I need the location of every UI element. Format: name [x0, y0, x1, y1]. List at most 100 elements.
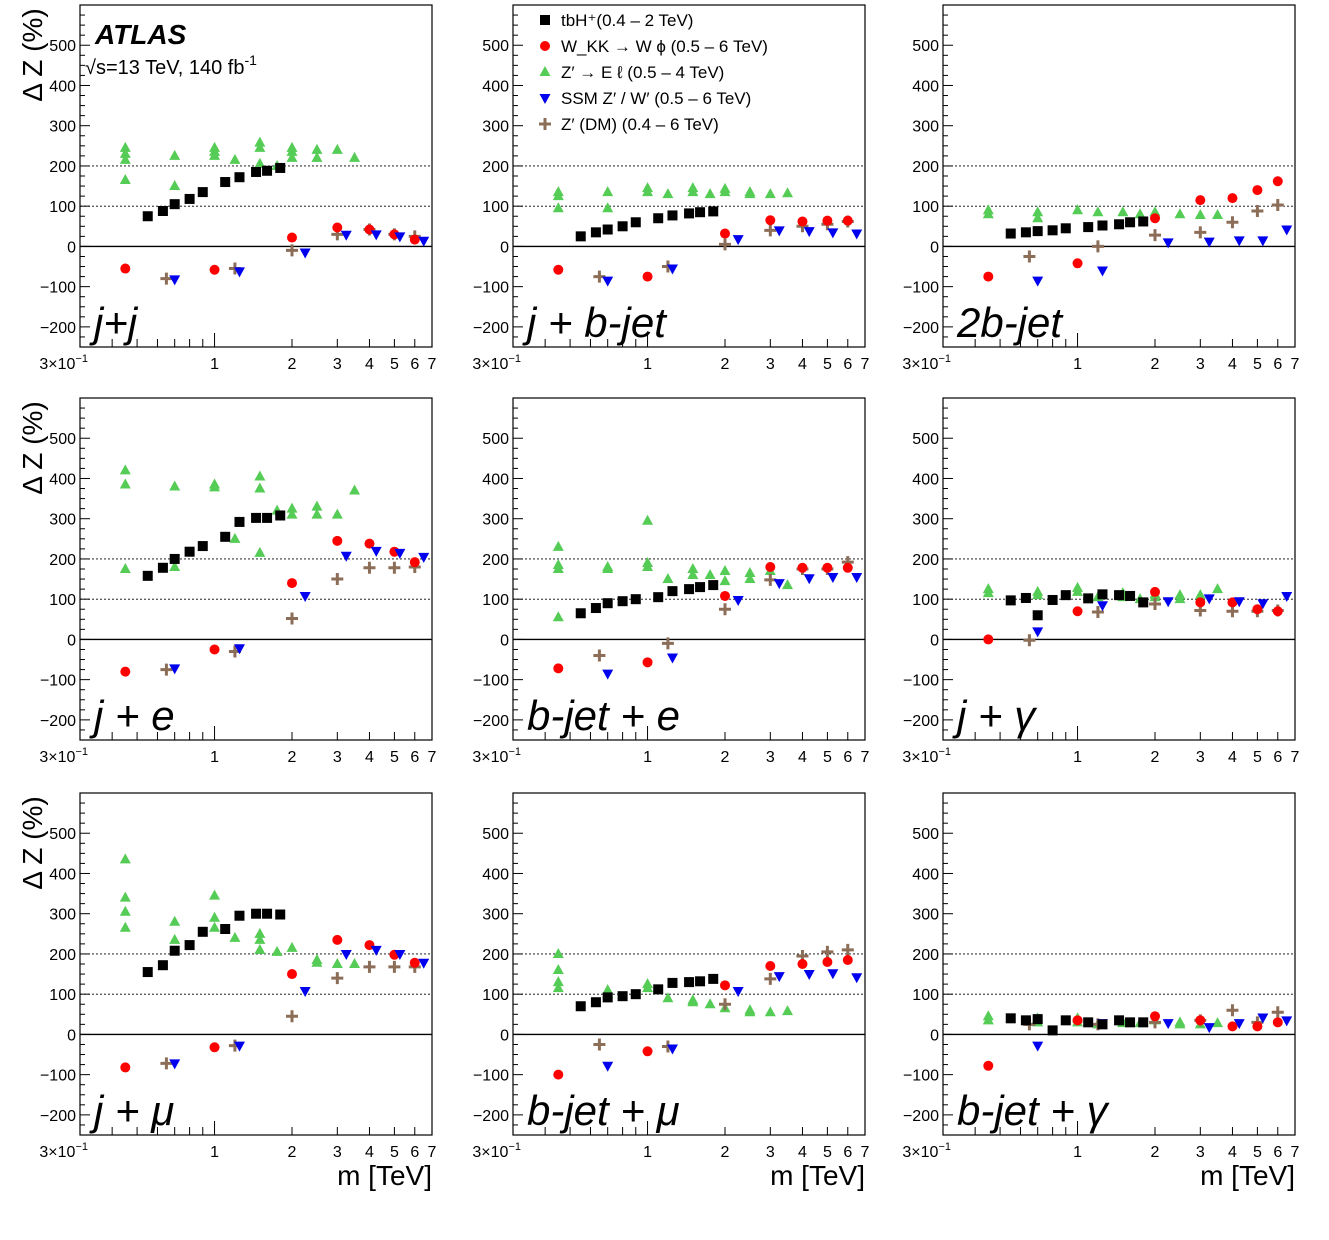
data-point-ze [209, 481, 221, 492]
data-point-dm [1023, 634, 1036, 647]
data-point-ze [349, 484, 361, 495]
channel-label: j + γ [952, 692, 1037, 739]
data-point-dm [388, 561, 401, 574]
data-point-ssm [803, 574, 815, 585]
data-point-wkk [287, 969, 298, 980]
data-point-ssm [732, 986, 744, 997]
y-tick-label: −200 [473, 1108, 509, 1125]
x-tick-label: 1 [210, 356, 219, 373]
x-tick-label: 1 [210, 1144, 219, 1161]
x-tick-label: 2 [721, 356, 730, 373]
data-point-ssm [1032, 276, 1044, 287]
x-tick-label: 3 [1196, 749, 1205, 766]
data-point-ze [254, 927, 266, 938]
y-tick-label: −100 [903, 1068, 939, 1085]
x-tick-label: 3×10−1 [472, 1141, 521, 1161]
legend-marker-dm [539, 118, 551, 130]
data-point-wkk [642, 657, 653, 668]
x-tick-label: 2 [1151, 356, 1160, 373]
x-tick-label: 3 [1196, 356, 1205, 373]
data-point-wkk [287, 578, 298, 589]
y-tick-label: 500 [482, 826, 509, 843]
data-point-ze [1212, 1017, 1224, 1028]
data-point-dm [1226, 1004, 1239, 1017]
data-point-dm [363, 561, 376, 574]
data-point-tbh [1032, 610, 1043, 621]
data-point-wkk [332, 535, 343, 546]
data-point-tbh [1125, 590, 1136, 601]
data-point-tbh [590, 997, 601, 1008]
data-point-tbh [251, 512, 262, 523]
y-tick-label: 300 [49, 907, 76, 924]
data-point-wkk [1195, 597, 1206, 608]
data-point-ze [1174, 593, 1186, 604]
data-point-tbh [1125, 217, 1136, 228]
y-tick-label: 200 [49, 552, 76, 569]
data-point-ze [286, 941, 298, 952]
data-point-ze [119, 563, 131, 573]
data-point-ssm [666, 1044, 678, 1055]
data-point-wkk [1272, 176, 1283, 187]
data-point-ze [311, 143, 323, 154]
data-point-ssm [732, 235, 744, 246]
data-point-ze [349, 958, 361, 968]
data-point-ze [744, 567, 756, 578]
y-tick-label: 0 [67, 239, 76, 256]
y-tick-label: 400 [49, 866, 76, 883]
data-point-ze [119, 464, 131, 475]
data-point-wkk [797, 562, 808, 573]
data-point-dm [1091, 606, 1104, 619]
y-tick-label: 200 [482, 159, 509, 176]
data-point-ze [552, 540, 564, 551]
x-tick-label: 5 [823, 356, 832, 373]
y-tick-label: 100 [49, 199, 76, 216]
data-point-ze [119, 174, 131, 185]
data-point-ze [1149, 206, 1161, 217]
data-point-ze [744, 188, 756, 199]
x-tick-label: 1 [1073, 1144, 1082, 1161]
data-point-ssm [1203, 237, 1215, 248]
x-tick-label: 6 [843, 356, 852, 373]
x-tick-label: 2 [721, 749, 730, 766]
data-point-ze [209, 911, 221, 922]
data-point-ssm [1096, 601, 1108, 612]
data-point-ssm [1233, 597, 1245, 608]
data-point-ze [311, 508, 323, 519]
y-tick-label: 500 [49, 38, 76, 55]
data-point-dm [160, 272, 173, 285]
y-tick-label: 300 [49, 119, 76, 136]
y-tick-label: 100 [49, 987, 76, 1004]
data-point-tbh [708, 580, 719, 591]
data-point-wkk [765, 561, 776, 572]
data-point-ze [1194, 589, 1206, 600]
y-tick-label: 200 [49, 159, 76, 176]
data-point-ze [552, 611, 564, 622]
data-point-ze [169, 915, 181, 926]
x-tick-label: 5 [390, 1144, 399, 1161]
legend-entry: Z′ → E ℓ (0.5 – 4 TeV) [561, 63, 724, 82]
y-tick-label: 300 [912, 907, 939, 924]
data-point-tbh [667, 586, 678, 597]
y-tick-label: 500 [912, 826, 939, 843]
data-point-tbh [630, 217, 641, 228]
data-point-tbh [157, 562, 168, 573]
y-tick-label: 100 [912, 199, 939, 216]
data-point-ze [1134, 208, 1146, 219]
x-tick-label: 4 [1228, 749, 1237, 766]
plot-frame [942, 792, 1296, 1136]
data-point-ze [704, 188, 716, 199]
data-point-dm [719, 603, 732, 616]
legend-entry: W_KK → W ϕ (0.5 – 6 TeV) [561, 37, 768, 56]
data-point-ze [1212, 209, 1224, 220]
channel-label: b-jet + γ [957, 1087, 1110, 1134]
y-tick-label: 100 [49, 592, 76, 609]
data-point-ze [254, 943, 266, 954]
x-tick-label: 5 [1253, 749, 1262, 766]
channel-label: j+j [89, 299, 139, 346]
channel-label: j + e [89, 692, 175, 739]
data-point-tbh [275, 909, 286, 920]
data-point-ssm [773, 579, 785, 590]
x-tick-label: 5 [823, 1144, 832, 1161]
y-tick-label: 0 [67, 632, 76, 649]
